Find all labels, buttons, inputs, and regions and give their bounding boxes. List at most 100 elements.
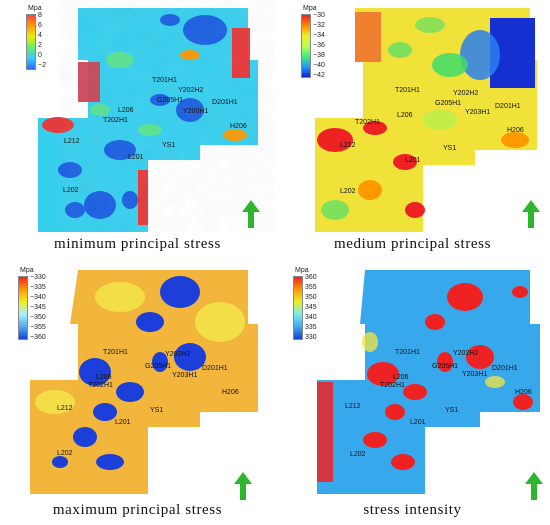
tick-label: −360 xyxy=(30,334,46,341)
panel-minimum-principal-stress: T201H1 Y202H2 G205H1 L206 Y200H1 D201H1 … xyxy=(0,0,275,262)
north-arrow-icon xyxy=(234,472,252,500)
well-label: H206 xyxy=(222,389,239,396)
low-stress-patches xyxy=(321,17,535,220)
well-label: L201 xyxy=(115,419,131,426)
tick-label: 340 xyxy=(305,314,317,321)
well-label: L212 xyxy=(345,403,361,410)
tick-label: 350 xyxy=(305,294,317,301)
well-label: Y200H1 xyxy=(183,108,208,115)
tick-label: −2 xyxy=(38,62,46,69)
well-label: L202 xyxy=(350,451,366,458)
well-label: L206 xyxy=(393,374,409,381)
tick-label: 8 xyxy=(38,12,42,19)
panel-medium-principal-stress: T201H1 Y202H2 G205H1 L206 Y203H1 D201H1 … xyxy=(275,0,550,262)
well-label: H206 xyxy=(230,123,247,130)
well-label: Y203H1 xyxy=(172,372,197,379)
panel-caption: maximum principal stress xyxy=(52,502,223,518)
tick-label: 360 xyxy=(305,274,317,281)
tick-label: −30 xyxy=(313,12,325,19)
well-label: L201 xyxy=(405,157,421,164)
tick-label: 4 xyxy=(38,32,42,39)
tick-label: −355 xyxy=(30,324,46,331)
well-label: T202H1 xyxy=(103,117,128,124)
tick-label: 0 xyxy=(38,52,42,59)
well-label: L201 xyxy=(128,154,144,161)
tick-label: −32 xyxy=(313,22,325,29)
well-label: T202H1 xyxy=(380,382,405,389)
tick-label: 355 xyxy=(305,284,317,291)
well-labels: T201H1 Y202H2 G205H1 L206 Y203H1 D201H1 … xyxy=(340,87,524,195)
well-label: L212 xyxy=(57,405,73,412)
well-label: L206 xyxy=(118,107,134,114)
well-label: T202H1 xyxy=(88,382,113,389)
well-label: L202 xyxy=(340,188,356,195)
tick-label: 345 xyxy=(305,304,317,311)
stress-map-medium: T201H1 Y202H2 G205H1 L206 Y203H1 D201H1 … xyxy=(315,8,537,232)
tick-label: −36 xyxy=(313,42,325,49)
tick-label: −350 xyxy=(30,314,46,321)
well-label: G205H1 xyxy=(432,363,458,370)
panel-maximum-principal-stress: T201H1 Y202H2 G205H1 L206 Y203H1 D201H1 … xyxy=(0,262,275,524)
well-labels: T201H1 Y202H2 G205H1 L206 Y203H1 D201H1 … xyxy=(345,349,532,458)
well-label: L201 xyxy=(410,419,426,426)
panel-caption: medium principal stress xyxy=(333,236,492,252)
panel-caption: minimum principal stress xyxy=(54,236,221,252)
tick-label: −34 xyxy=(313,32,325,39)
tick-label: 335 xyxy=(305,324,317,331)
stress-map-maximum: T201H1 Y202H2 G205H1 L206 Y203H1 D201H1 … xyxy=(30,270,258,494)
tick-label: −38 xyxy=(313,52,325,59)
high-stress-patches xyxy=(317,283,533,482)
tick-label: −330 xyxy=(30,274,46,281)
colorbar xyxy=(293,276,303,340)
tick-label: −40 xyxy=(313,62,325,69)
well-label: H206 xyxy=(507,127,524,134)
mid-stress-patches xyxy=(362,332,505,388)
tick-label: −340 xyxy=(30,294,46,301)
tick-label: −42 xyxy=(313,72,325,79)
well-label: D201H1 xyxy=(492,365,518,372)
low-stress-patches xyxy=(52,276,206,470)
well-label: L206 xyxy=(96,374,112,381)
panel-caption: stress intensity xyxy=(363,502,462,518)
well-label: Y202H2 xyxy=(165,351,190,358)
well-label: T201H1 xyxy=(395,87,420,94)
stress-map-minimum: T201H1 Y202H2 G205H1 L206 Y200H1 D201H1 … xyxy=(38,8,258,232)
panel-stress-intensity: T201H1 Y202H2 G205H1 L206 Y203H1 D201H1 … xyxy=(275,262,550,524)
well-label: T201H1 xyxy=(395,349,420,356)
north-arrow-icon xyxy=(242,200,260,228)
well-label: D201H1 xyxy=(202,365,228,372)
colorbar xyxy=(18,276,28,340)
colorbar-unit: Mpa xyxy=(303,5,317,12)
well-label: Y203H1 xyxy=(465,109,490,116)
well-label: T201H1 xyxy=(152,77,177,84)
well-label: Y202H2 xyxy=(178,87,203,94)
tick-label: 2 xyxy=(38,42,42,49)
well-label: YS1 xyxy=(443,145,456,152)
north-arrow-icon xyxy=(522,200,540,228)
well-label: YS1 xyxy=(150,407,163,414)
map-region xyxy=(317,270,540,494)
colorbar-unit: Mpa xyxy=(295,267,309,274)
mid-stress-patches xyxy=(35,282,245,414)
well-label: Y202H2 xyxy=(453,350,478,357)
well-label: L212 xyxy=(340,142,356,149)
well-label: L206 xyxy=(397,112,413,119)
tick-label: −335 xyxy=(30,284,46,291)
stress-map-intensity: T201H1 Y202H2 G205H1 L206 Y203H1 D201H1 … xyxy=(317,270,540,494)
colorbar xyxy=(26,14,36,70)
colorbar xyxy=(301,14,311,78)
well-label: G205H1 xyxy=(145,363,171,370)
well-label: L202 xyxy=(63,187,79,194)
well-labels: T201H1 Y202H2 G205H1 L206 Y200H1 D201H1 … xyxy=(63,77,247,194)
well-label: T201H1 xyxy=(103,349,128,356)
well-label: G205H1 xyxy=(435,100,461,107)
tick-label: 6 xyxy=(38,22,42,29)
colorbar-unit: Mpa xyxy=(20,267,34,274)
well-label: D201H1 xyxy=(495,103,521,110)
well-label: YS1 xyxy=(445,407,458,414)
well-labels: T201H1 Y202H2 G205H1 L206 Y203H1 D201H1 … xyxy=(57,349,239,457)
well-label: Y203H1 xyxy=(462,371,487,378)
well-label: T202H1 xyxy=(355,119,380,126)
high-stress-patches xyxy=(317,12,529,218)
north-arrow-icon xyxy=(525,472,543,500)
